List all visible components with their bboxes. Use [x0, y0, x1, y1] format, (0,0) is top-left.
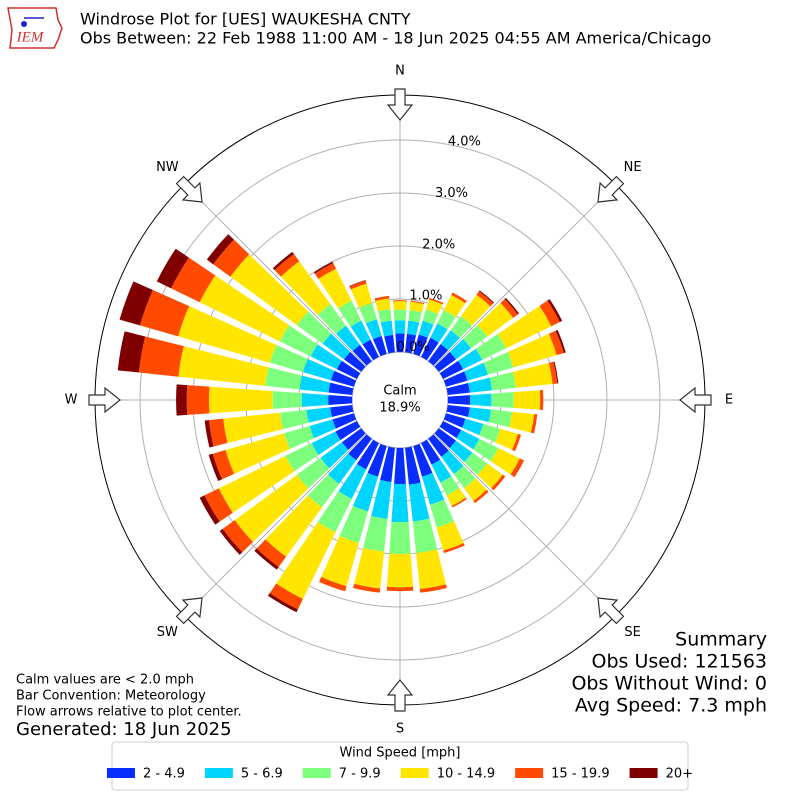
plot: Calm 18.9% 0.0% 1.0% 2.0% 3.0% 4.0% N NE E SE S SW W N…: [65, 64, 734, 737]
bar-segment: [513, 390, 540, 410]
compass-label: NW: [156, 160, 179, 175]
r-tick-label: 4.0%: [448, 134, 481, 149]
compass-label: SW: [157, 625, 178, 640]
compass-label: W: [65, 393, 78, 408]
compass-label: E: [725, 393, 733, 408]
bar-segment: [387, 554, 413, 588]
bar-segment: [470, 394, 491, 407]
legend-label: 15 - 19.9: [551, 767, 609, 782]
legend-swatch: [107, 768, 135, 778]
r-tick-label: 3.0%: [435, 186, 468, 201]
logo-dot: [21, 21, 27, 27]
r-tick-label: 0.0%: [397, 340, 430, 355]
compass-label: NE: [624, 160, 642, 175]
bar-segment: [302, 393, 329, 407]
legend-swatch: [401, 768, 429, 778]
bar-segment: [394, 310, 407, 321]
chart-title: Windrose Plot for [UES] WAUKESHA CNTY: [80, 10, 411, 29]
bar-segment: [391, 484, 408, 522]
r-tick-label: 2.0%: [422, 237, 455, 252]
chart-subtitle: Obs Between: 22 Feb 1988 11:00 AM - 18 J…: [80, 29, 711, 48]
bar-segment: [491, 392, 513, 408]
legend-label: 2 - 4.9: [143, 767, 185, 782]
calm-label: Calm: [383, 384, 416, 399]
bar-segment: [387, 587, 414, 591]
calm-value: 18.9%: [379, 401, 420, 416]
legend-title: Wind Speed [mph]: [340, 746, 461, 761]
compass-label: SE: [624, 625, 640, 640]
compass-label: S: [396, 722, 404, 737]
summary-line: Summary: [675, 629, 767, 651]
bar-segment: [176, 384, 187, 415]
legend-label: 10 - 14.9: [437, 767, 495, 782]
bar-segment: [273, 391, 302, 409]
r-tick-label: 1.0%: [409, 289, 442, 304]
bar-segment: [394, 320, 405, 333]
bar-segment: [393, 301, 407, 310]
summary-line: Avg Speed: 7.3 mph: [575, 695, 767, 717]
bar-segment: [540, 390, 544, 410]
legend-swatch: [303, 768, 331, 778]
bar-segment: [187, 385, 210, 415]
legend-swatch: [515, 768, 543, 778]
legend-swatch: [630, 768, 658, 778]
compass-label: N: [395, 64, 405, 79]
note: Calm values are < 2.0 mph: [16, 673, 194, 688]
legend-label: 20+: [666, 767, 693, 782]
logo: IEM: [8, 8, 62, 48]
bar-segment: [328, 395, 352, 405]
legend-label: 5 - 6.9: [241, 767, 283, 782]
logo-text: IEM: [16, 29, 45, 45]
summary-line: Obs Used: 121563: [592, 651, 767, 673]
generated-date: Generated: 18 Jun 2025: [16, 719, 232, 740]
note: Flow arrows relative to plot center.: [16, 705, 242, 720]
bar-segment: [209, 387, 273, 414]
bar-segment: [389, 522, 410, 554]
note: Bar Convention: Meteorology: [16, 689, 206, 704]
bar-segment: [448, 395, 470, 405]
legend-label: 7 - 9.9: [339, 767, 381, 782]
summary-line: Obs Without Wind: 0: [571, 673, 767, 695]
legend-swatch: [205, 768, 233, 778]
